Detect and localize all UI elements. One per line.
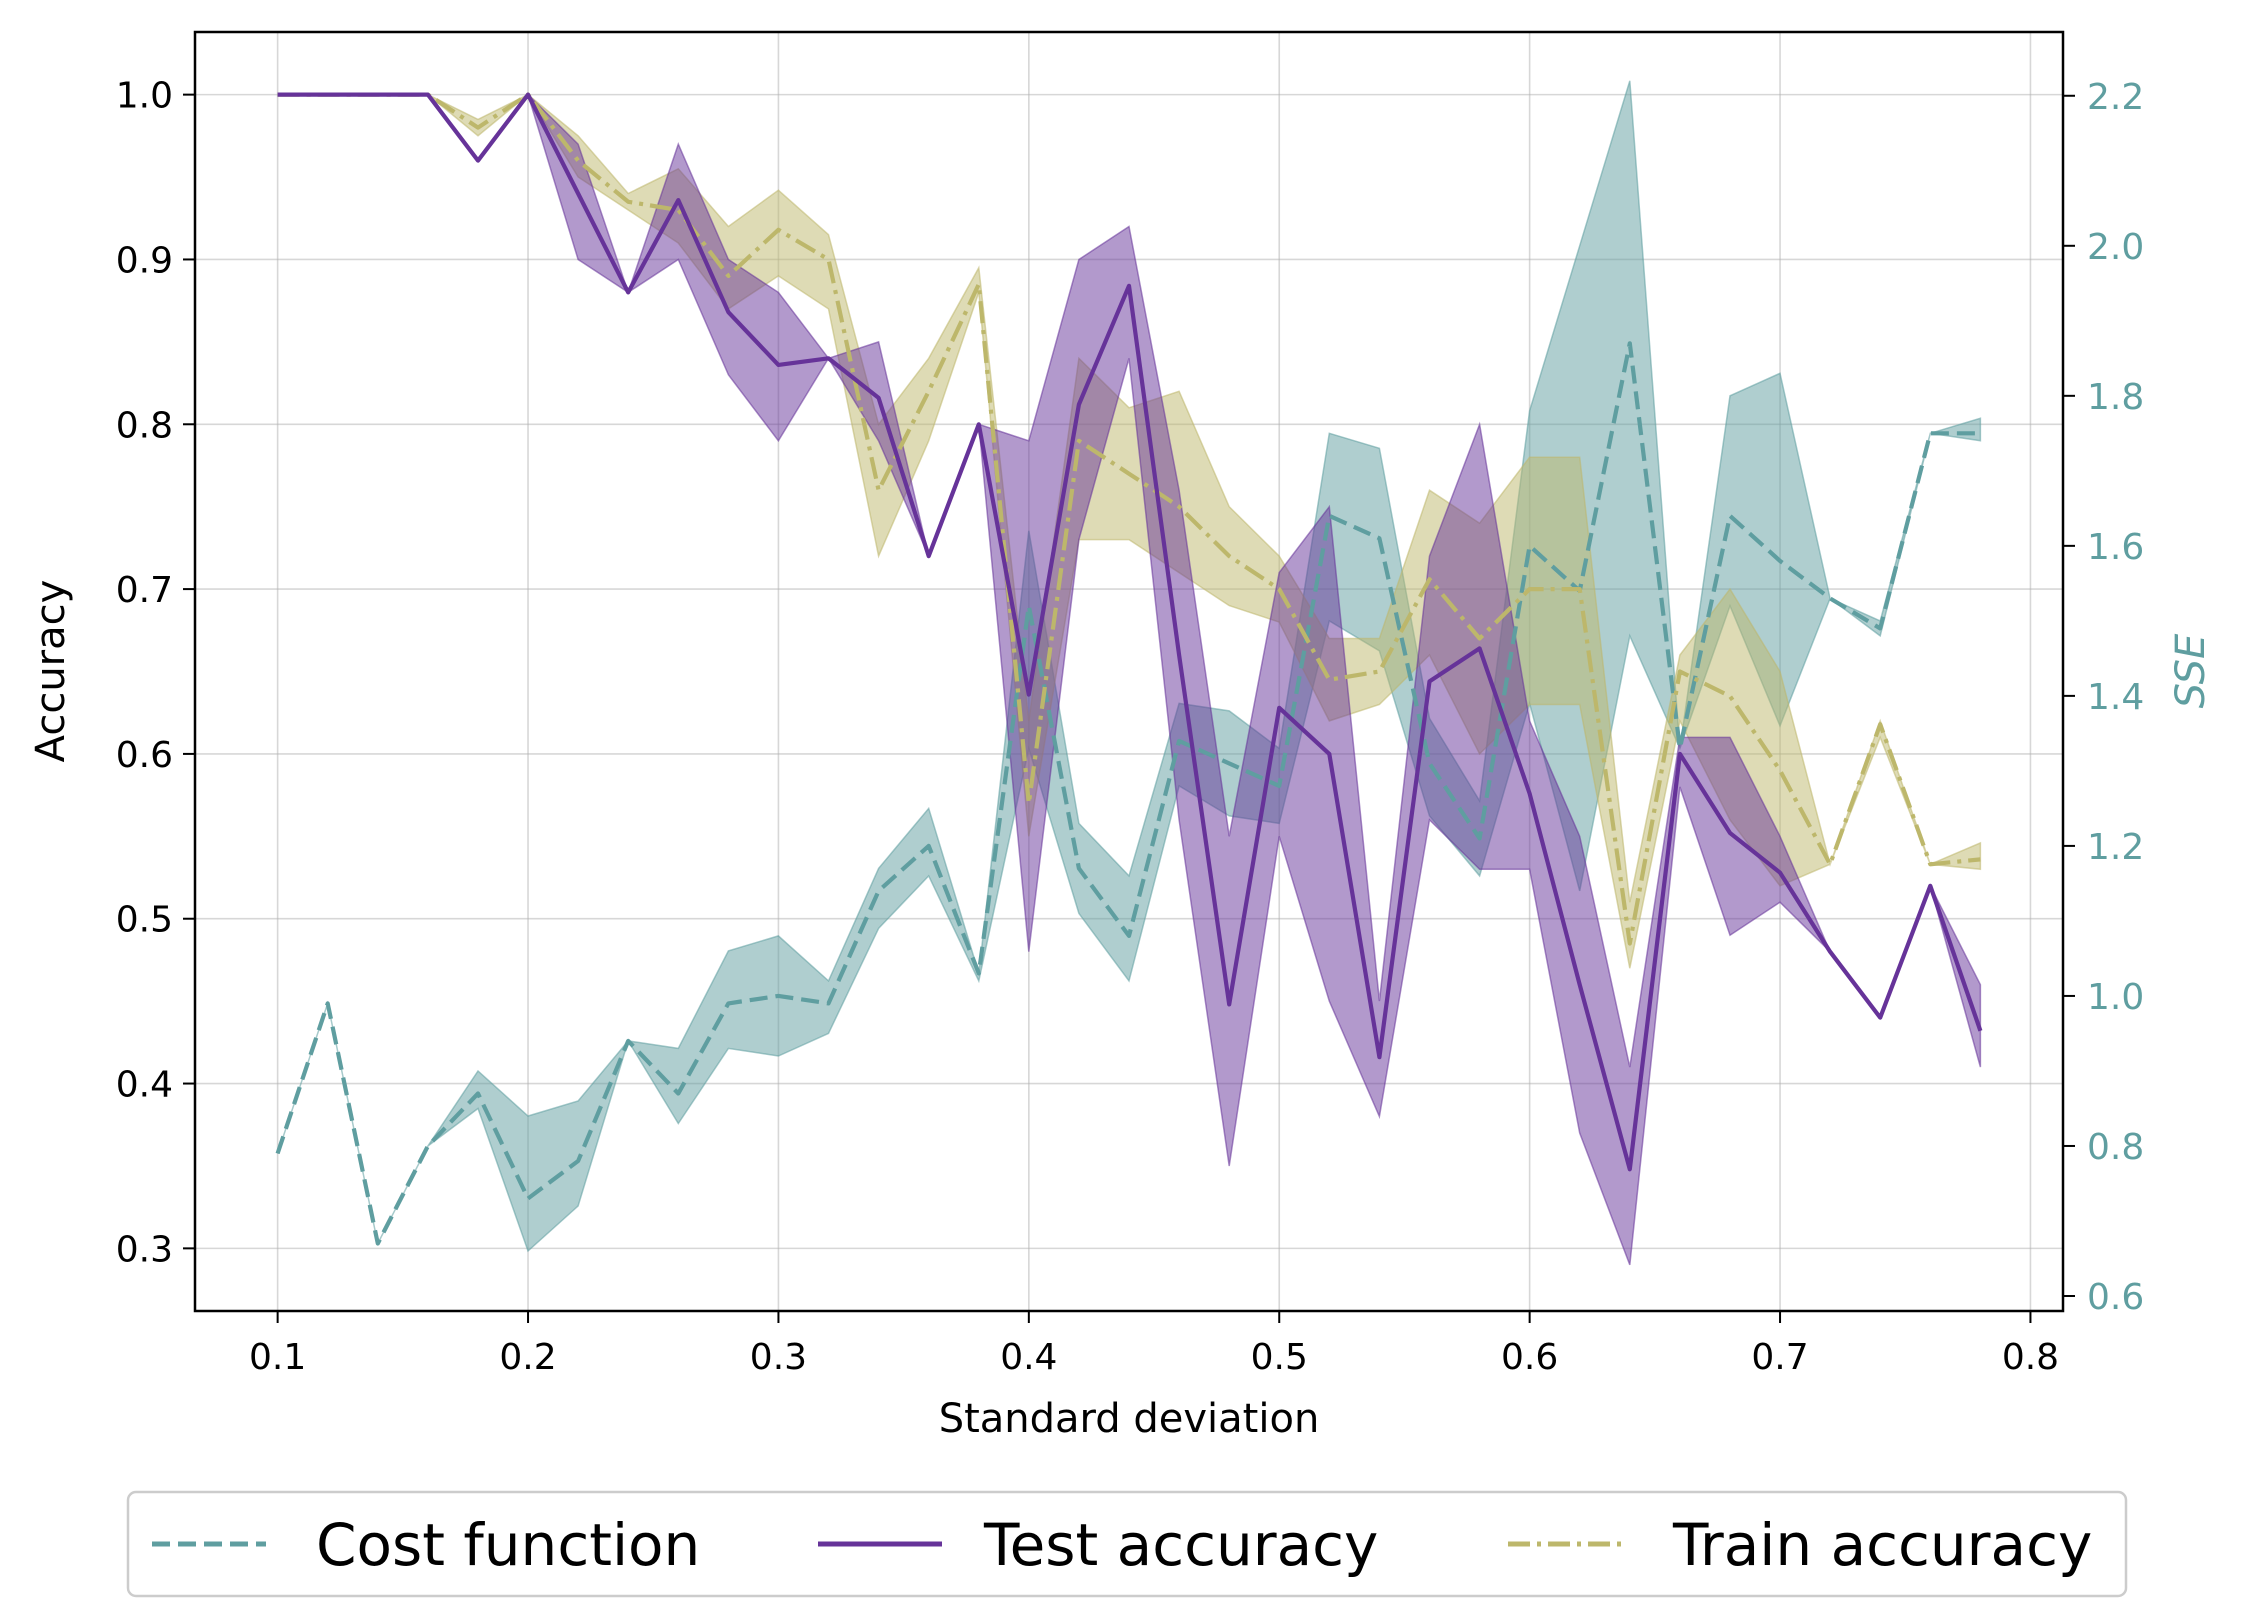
y-tick-label: 0.3 — [116, 1229, 173, 1270]
y2-tick-label: 1.0 — [2087, 977, 2144, 1018]
plot-frame — [193, 30, 2065, 1313]
x-tick-label: 0.8 — [2002, 1337, 2059, 1378]
y2-tick-label: 0.6 — [2087, 1277, 2144, 1318]
x-tick-label: 0.4 — [1000, 1337, 1057, 1378]
y-tick-label: 0.6 — [116, 735, 173, 776]
x-tick-label: 0.1 — [249, 1337, 306, 1378]
legend: Cost function Test accuracy Train accura… — [126, 1490, 2128, 1598]
test-line — [277, 92, 1983, 1172]
y2-tick-label: 1.2 — [2087, 827, 2144, 868]
y2-tick-label: 1.6 — [2087, 527, 2144, 568]
y-tick-label: 0.4 — [116, 1065, 173, 1106]
legend-label-test: Test accuracy — [983, 1511, 1378, 1579]
x-axis-label: Standard deviation — [939, 1396, 1320, 1442]
axis-ticks: 0.1 0.2 0.3 0.4 0.5 0.6 0.7 0.8 0.3 0.4 0.5 0.6 0.7 0… — [116, 76, 2145, 1378]
y2-tick-label: 2.0 — [2087, 227, 2144, 268]
x-tick-label: 0.2 — [499, 1337, 556, 1378]
y-tick-label: 1.0 — [116, 76, 173, 117]
y2-tick-label: 2.2 — [2087, 77, 2144, 118]
x-tick-label: 0.6 — [1501, 1337, 1558, 1378]
y-tick-label: 0.5 — [116, 900, 173, 941]
legend-label-cost: Cost function — [316, 1511, 700, 1579]
cost-line — [275, 341, 1981, 1246]
series-lines — [275, 92, 1983, 1246]
y2-tick-label: 1.8 — [2087, 377, 2144, 418]
y-axis-label: Accuracy — [28, 580, 74, 763]
x-tick-label: 0.5 — [1251, 1337, 1308, 1378]
y2-tick-label: 0.8 — [2087, 1127, 2144, 1168]
y-tick-label: 0.9 — [116, 240, 173, 281]
legend-frame — [126, 1490, 2128, 1598]
y-tick-label: 0.7 — [116, 570, 173, 611]
cost-band — [276, 80, 1982, 1253]
y2-tick-label: 1.4 — [2087, 677, 2144, 718]
y2-axis-label: SSE — [2168, 633, 2214, 708]
y-tick-label: 0.8 — [116, 405, 173, 446]
x-tick-label: 0.3 — [750, 1337, 807, 1378]
x-tick-label: 0.7 — [1751, 1337, 1808, 1378]
legend-label-train: Train accuracy — [1672, 1511, 2092, 1579]
train-band — [277, 93, 1982, 969]
confidence-bands — [276, 80, 1982, 1266]
train-line — [277, 92, 1981, 946]
